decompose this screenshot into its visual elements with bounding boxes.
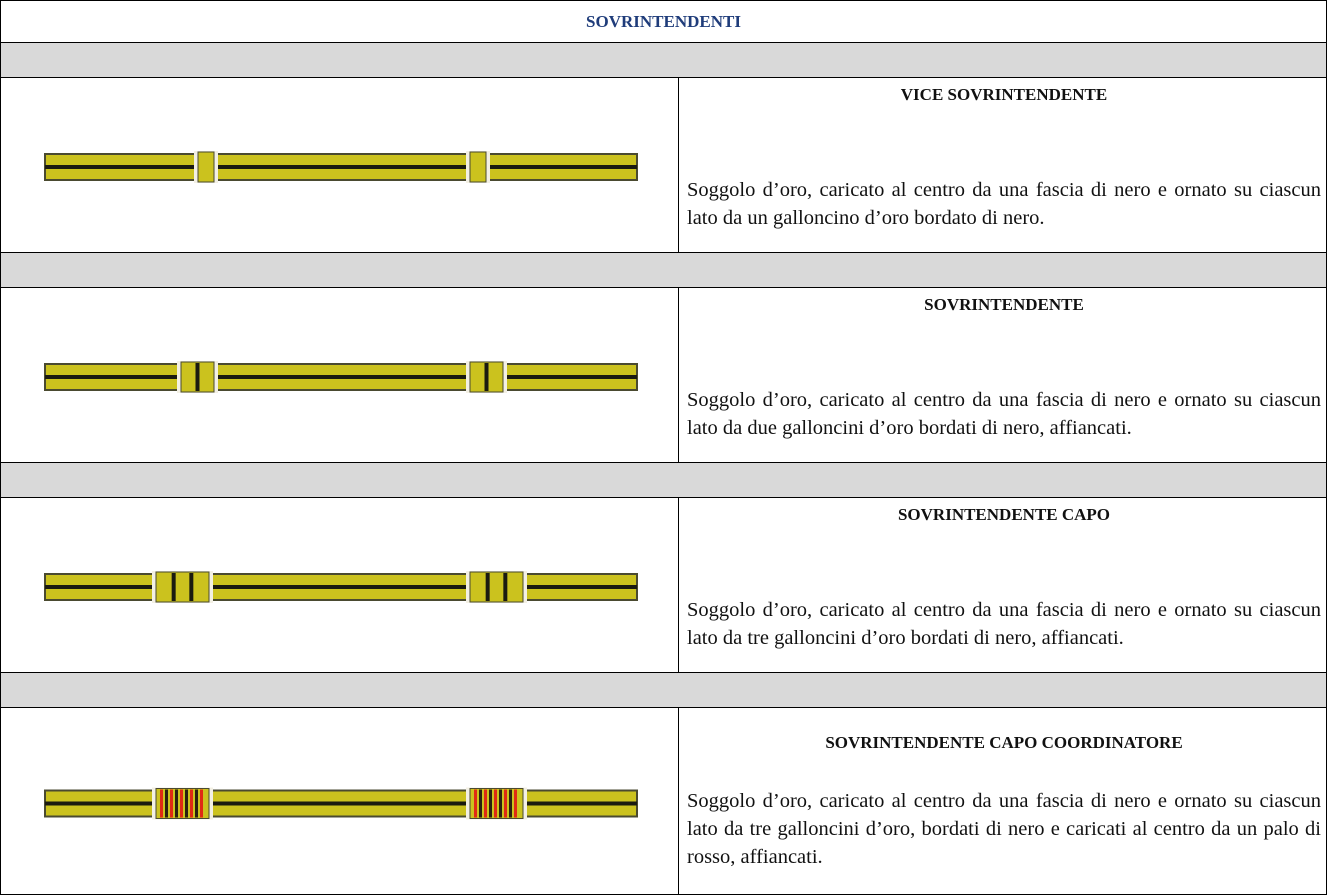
galloon-stripe — [474, 789, 477, 818]
table-row: SOVRINTENDENTE CAPO Soggolo d’oro, carica… — [1, 498, 1326, 673]
insignia-cell — [1, 288, 679, 462]
rank-description: Soggolo d’oro, caricato al centro da una… — [687, 790, 1321, 868]
table-row: SOVRINTENDENTE Soggolo d’oro, caricato al… — [1, 288, 1326, 463]
gray-separator — [1, 43, 1326, 78]
rank-description: Soggolo d’oro, caricato al centro da una… — [687, 389, 1321, 439]
insignia — [44, 361, 638, 393]
galloon-stripe — [165, 789, 168, 818]
description-cell: VICE SOVRINTENDENTE Soggolo d’oro, carica… — [679, 78, 1326, 252]
insignia-cell — [1, 708, 679, 895]
rank-title: SOVRINTENDENTE — [924, 295, 1084, 314]
rank-description: Soggolo d’oro, caricato al centro da una… — [687, 179, 1321, 229]
insignia-black-stripe — [45, 585, 637, 589]
galloon-stripe — [484, 789, 487, 818]
insignia — [44, 787, 638, 820]
galloon-stripe — [170, 789, 173, 818]
description-cell: SOVRINTENDENTE CAPO COORDINATORE Soggolo … — [679, 708, 1326, 895]
galloon-divider — [189, 573, 194, 601]
description-cell: SOVRINTENDENTE CAPO Soggolo d’oro, carica… — [679, 498, 1326, 672]
galloon-divider — [503, 573, 508, 601]
gray-separator — [1, 463, 1326, 498]
galloon-stripe — [160, 789, 163, 818]
rank-title: SOVRINTENDENTE CAPO — [897, 505, 1111, 524]
galloon-divider — [484, 363, 489, 391]
galloon-divider — [485, 573, 490, 601]
table-header: SOVRINTENDENTI — [1, 1, 1326, 43]
gray-separator — [1, 253, 1326, 288]
description-cell: SOVRINTENDENTE Soggolo d’oro, caricato al… — [679, 288, 1326, 462]
insignia-black-stripe — [45, 801, 637, 806]
galloon-divider — [171, 573, 176, 601]
galloon-divider — [195, 363, 200, 391]
rank-description: Soggolo d’oro, caricato al centro da una… — [687, 599, 1321, 649]
insignia-black-stripe — [45, 375, 637, 379]
galloon-stripe — [504, 789, 507, 818]
galloon-stripe — [489, 789, 492, 818]
galloon-stripe — [185, 789, 188, 818]
galloon — [197, 151, 215, 183]
insignia-black-stripe — [45, 165, 637, 169]
gray-separator — [1, 673, 1326, 708]
galloon-stripe — [499, 789, 502, 818]
galloon — [155, 571, 210, 603]
galloon — [469, 151, 487, 183]
table-body: VICE SOVRINTENDENTE Soggolo d’oro, carica… — [1, 43, 1326, 895]
galloon-stripe — [479, 789, 482, 818]
insignia-cell — [1, 498, 679, 672]
insignia-cell — [1, 78, 679, 252]
table-row: SOVRINTENDENTE CAPO COORDINATORE Soggolo … — [1, 708, 1326, 895]
galloon — [469, 571, 524, 603]
galloon-stripe — [509, 789, 512, 818]
galloon-stripe — [190, 789, 193, 818]
insignia — [44, 151, 638, 183]
galloon-stripe — [200, 789, 203, 818]
galloon-stripe — [195, 789, 198, 818]
rank-title: SOVRINTENDENTE CAPO COORDINATORE — [825, 733, 1183, 752]
table-row: VICE SOVRINTENDENTE Soggolo d’oro, carica… — [1, 78, 1326, 253]
galloon-stripe — [514, 789, 517, 818]
insignia — [44, 571, 638, 603]
rank-title: VICE SOVRINTENDENTE — [900, 85, 1108, 104]
galloon-stripe — [494, 789, 497, 818]
galloon-stripe — [180, 789, 183, 818]
galloon-stripe — [175, 789, 178, 818]
